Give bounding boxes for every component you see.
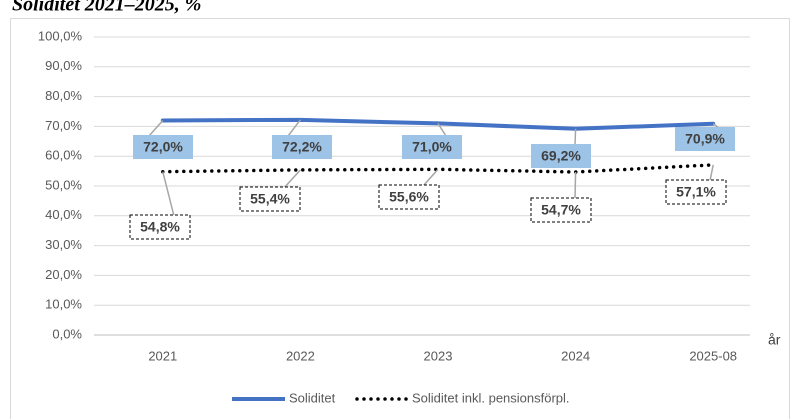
leader-line — [437, 123, 447, 137]
x-tick-label: 2022 — [286, 348, 315, 363]
leader-line — [422, 168, 439, 187]
label-box — [378, 184, 440, 210]
value-label: 72,0% — [143, 139, 183, 155]
label-box — [402, 135, 462, 159]
chart-title: Soliditet 2021–2025, % — [12, 0, 201, 16]
value-label: 54,8% — [140, 219, 180, 235]
label-box — [129, 214, 191, 240]
value-label: 55,6% — [389, 189, 429, 205]
x-tick-label: 2024 — [561, 348, 590, 363]
leader-line — [287, 119, 301, 137]
leader-line — [574, 171, 577, 200]
leader-line — [148, 119, 164, 137]
y-tick-label: 50,0% — [45, 177, 82, 192]
y-tick-label: 10,0% — [45, 297, 82, 312]
x-tick-label: 2023 — [424, 348, 453, 363]
value-label: 55,4% — [250, 191, 290, 207]
label-box — [530, 197, 592, 223]
leader-line — [574, 128, 577, 146]
y-tick-label: 90,0% — [45, 58, 82, 73]
chart-frame — [10, 18, 790, 419]
leader-line — [283, 169, 301, 189]
x-tick-label: 2021 — [148, 348, 177, 363]
legend-label: Soliditet — [289, 390, 336, 405]
label-box — [272, 135, 332, 159]
y-tick-label: 0,0% — [52, 326, 82, 341]
y-tick-label: 80,0% — [45, 88, 82, 103]
y-tick-label: 20,0% — [45, 267, 82, 282]
label-box — [531, 144, 591, 168]
y-tick-label: 30,0% — [45, 237, 82, 252]
value-label: 72,2% — [282, 139, 322, 155]
label-box — [675, 127, 735, 151]
leader-line — [162, 171, 175, 217]
value-label: 57,1% — [676, 184, 716, 200]
y-tick-label: 100,0% — [38, 28, 83, 43]
x-tick-label: 2025-08 — [689, 348, 737, 363]
legend-label: Soliditet inkl. pensionsförpl. — [412, 390, 570, 405]
y-tick-label: 70,0% — [45, 118, 82, 133]
leader-line — [709, 164, 714, 182]
y-tick-label: 40,0% — [45, 207, 82, 222]
value-label: 54,7% — [541, 202, 581, 218]
value-label: 71,0% — [412, 139, 452, 155]
y-tick-label: 60,0% — [45, 148, 82, 163]
x-axis-label: år — [768, 332, 781, 348]
value-label: 69,2% — [541, 148, 581, 164]
line-dotted — [161, 163, 715, 174]
label-box — [665, 179, 727, 205]
label-box — [133, 135, 193, 159]
label-box — [239, 186, 301, 212]
value-label: 70,9% — [685, 131, 725, 147]
